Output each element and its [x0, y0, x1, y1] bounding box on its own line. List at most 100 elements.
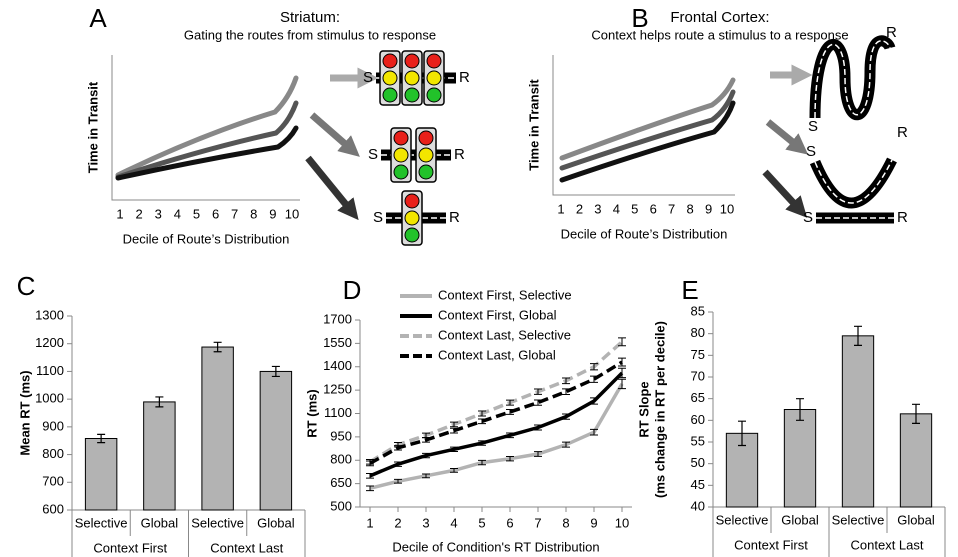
y-tick-label: 60	[691, 412, 705, 427]
x-tick-label: Global	[897, 512, 935, 527]
y-tick-label: 1700	[323, 311, 352, 326]
y-tick-label: 45	[691, 477, 705, 492]
x-tick-label: 9	[705, 201, 712, 216]
error-bar	[534, 399, 542, 406]
x-tick-label: 7	[534, 515, 541, 530]
diagram-subtitle: Context helps route a stimulus to a resp…	[591, 27, 848, 42]
start-label: S	[363, 69, 373, 86]
x-tick-label: 7	[668, 201, 675, 216]
y-tick-label: 50	[691, 455, 705, 470]
arrow	[305, 155, 359, 221]
group-label: Context First	[734, 537, 808, 552]
bar	[899, 413, 933, 508]
error-bar	[618, 378, 626, 390]
panel-label: A	[89, 3, 107, 33]
x-tick-label: 9	[590, 515, 597, 530]
group-label: Context Last	[210, 540, 283, 555]
diagram-subtitle: Gating the routes from stimulus to respo…	[184, 27, 436, 42]
end-label: R	[449, 209, 460, 226]
series-line	[369, 360, 623, 465]
y-tick-label: 55	[691, 433, 705, 448]
legend-label: Context First, Selective	[438, 287, 572, 302]
axes	[552, 55, 735, 196]
x-tick-label: 8	[250, 206, 257, 221]
x-tick-label: 7	[231, 206, 238, 221]
error-bar	[450, 427, 458, 434]
road-line	[814, 40, 891, 119]
error-bar	[506, 408, 514, 415]
y-tick-label: 650	[330, 475, 352, 490]
x-tick-label: 6	[212, 206, 219, 221]
lamp	[382, 70, 398, 86]
x-tick-label: Global	[141, 515, 179, 530]
x-tick-label: Global	[257, 515, 295, 530]
error-bar	[478, 440, 486, 446]
y-axis-label: Time in Transit	[85, 81, 100, 173]
x-tick-label: 5	[478, 515, 485, 530]
x-tick-label: Selective	[191, 515, 244, 530]
x-tick-label: 10	[720, 201, 734, 216]
error-bar	[590, 397, 598, 405]
bar	[841, 335, 875, 508]
arrow	[762, 169, 808, 218]
curve	[559, 89, 736, 171]
error-bar	[97, 433, 106, 444]
y-tick-label: 1250	[323, 382, 352, 397]
lamp	[382, 53, 398, 69]
y-axis-label: (ms change in RT per decile)	[652, 321, 667, 498]
panel-label: B	[631, 3, 648, 33]
lamp	[393, 164, 409, 180]
diagrams: A Striatum:Gating the routes from stimulu…	[85, 3, 908, 247]
error-bar	[450, 446, 458, 453]
y-tick-label: 85	[691, 303, 705, 318]
x-tick-label: 4	[613, 201, 620, 216]
x-axis-label: Decile of Route’s Distribution	[123, 231, 290, 246]
start-label: S	[806, 143, 816, 160]
lamp	[404, 193, 420, 209]
curve	[115, 125, 299, 181]
error-bar	[590, 363, 598, 371]
y-tick-label: 500	[330, 498, 352, 513]
error-bar	[618, 337, 626, 347]
lamp	[393, 130, 409, 146]
x-tick-label: 4	[174, 206, 181, 221]
x-tick-label: 5	[193, 206, 200, 221]
x-tick-label: 8	[686, 201, 693, 216]
y-tick-label: 40	[691, 498, 705, 513]
error-bar	[590, 428, 598, 436]
group-label: Context First	[93, 540, 167, 555]
error-bar	[450, 468, 458, 473]
x-tick-label: 1	[116, 206, 123, 221]
error-bar	[366, 472, 374, 479]
lamp	[404, 87, 420, 103]
curve	[559, 100, 736, 183]
error-bar	[478, 459, 486, 466]
y-tick-label: 75	[691, 347, 705, 362]
road	[809, 35, 896, 121]
y-tick-label: 1000	[35, 391, 64, 406]
y-tick-label: 70	[691, 368, 705, 383]
error-bar	[478, 418, 486, 425]
error-bar	[912, 403, 920, 424]
x-tick-label: 3	[594, 201, 601, 216]
x-tick-label: Selective	[75, 515, 128, 530]
lamp	[404, 53, 420, 69]
error-bar	[506, 399, 514, 406]
lamp	[426, 53, 442, 69]
x-tick-label: 3	[422, 515, 429, 530]
y-tick-label: 800	[330, 452, 352, 467]
error-bar	[366, 460, 374, 467]
error-bar	[213, 341, 222, 353]
start-label: S	[368, 146, 378, 163]
road-line	[814, 159, 893, 204]
end-label: R	[459, 69, 470, 86]
lamp	[404, 70, 420, 86]
x-axis-label: Decile of Route’s Distribution	[561, 226, 728, 241]
end-label: R	[897, 124, 908, 141]
x-tick-label: Selective	[716, 512, 769, 527]
error-bar	[506, 456, 514, 462]
bar	[143, 401, 176, 511]
error-bar	[506, 432, 514, 439]
arrow	[309, 112, 360, 157]
diagram-title: Frontal Cortex:	[670, 9, 769, 26]
